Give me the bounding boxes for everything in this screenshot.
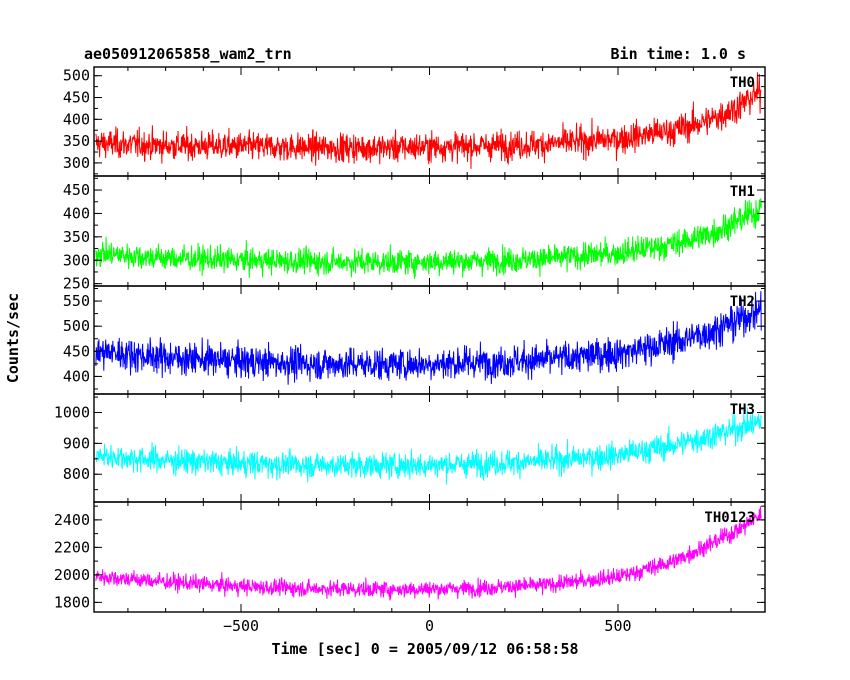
y-tick-label: 350 bbox=[63, 132, 90, 150]
bin-time-label: Bin time: 1.0 s bbox=[611, 45, 746, 63]
y-tick-label: 550 bbox=[63, 292, 90, 310]
x-axis-label: Time [sec] 0 = 2005/09/12 06:58:58 bbox=[271, 640, 578, 658]
y-axis-label: Counts/sec bbox=[4, 293, 22, 383]
y-tick-label: 800 bbox=[63, 465, 90, 483]
y-tick-label: 450 bbox=[63, 181, 90, 199]
chart-title: ae050912065858_wam2_trn bbox=[84, 45, 292, 63]
series-th3 bbox=[95, 407, 762, 485]
x-tick-label: 500 bbox=[604, 617, 631, 635]
series-th1 bbox=[95, 198, 762, 280]
y-tick-label: 400 bbox=[63, 110, 90, 128]
panel-th3: 800 900 1000 TH3 bbox=[54, 393, 766, 503]
y-tick-label: 250 bbox=[63, 275, 90, 293]
y-tick-label: 400 bbox=[63, 204, 90, 222]
y-tick-label: 2200 bbox=[54, 538, 90, 556]
y-tick-label: 300 bbox=[63, 154, 90, 172]
y-tick-label: 450 bbox=[63, 342, 90, 360]
x-tick-label: −500 bbox=[223, 617, 259, 635]
x-tick-labels: −500 0 500 bbox=[223, 617, 632, 635]
panel-frame bbox=[93, 175, 766, 287]
series-th2 bbox=[95, 291, 762, 385]
y-tick-label: 2000 bbox=[54, 566, 90, 584]
panel-th1: 250 300 350 400 450 TH1 bbox=[63, 175, 766, 293]
x-tick-label: 0 bbox=[425, 617, 434, 635]
y-tick-label: 500 bbox=[63, 317, 90, 335]
y-tick-label: 900 bbox=[63, 434, 90, 452]
y-tick-label: 350 bbox=[63, 228, 90, 246]
y-tick-label: 1000 bbox=[54, 404, 90, 422]
y-tick-label: 300 bbox=[63, 251, 90, 269]
series-th0123 bbox=[95, 506, 762, 601]
y-tick-label: 2400 bbox=[54, 511, 90, 529]
panel-label-th2: TH2 bbox=[730, 294, 755, 310]
panel-th0123: 1800 2000 2200 2400 TH0123 bbox=[54, 501, 766, 613]
panel-label-th3: TH3 bbox=[730, 402, 755, 418]
series-th0 bbox=[95, 72, 762, 169]
y-tick-label: 450 bbox=[63, 89, 90, 107]
y-tick-label: 500 bbox=[63, 67, 90, 85]
y-tick-label: 1800 bbox=[54, 593, 90, 611]
y-tick-label: 400 bbox=[63, 367, 90, 385]
panel-th2: 400 450 500 550 TH2 bbox=[63, 285, 766, 395]
panel-th0: 300 350 400 450 500 TH0 bbox=[63, 66, 766, 177]
panel-label-th0: TH0 bbox=[730, 75, 755, 91]
panel-label-th1: TH1 bbox=[730, 184, 755, 200]
panel-label-th0123: TH0123 bbox=[704, 510, 755, 526]
